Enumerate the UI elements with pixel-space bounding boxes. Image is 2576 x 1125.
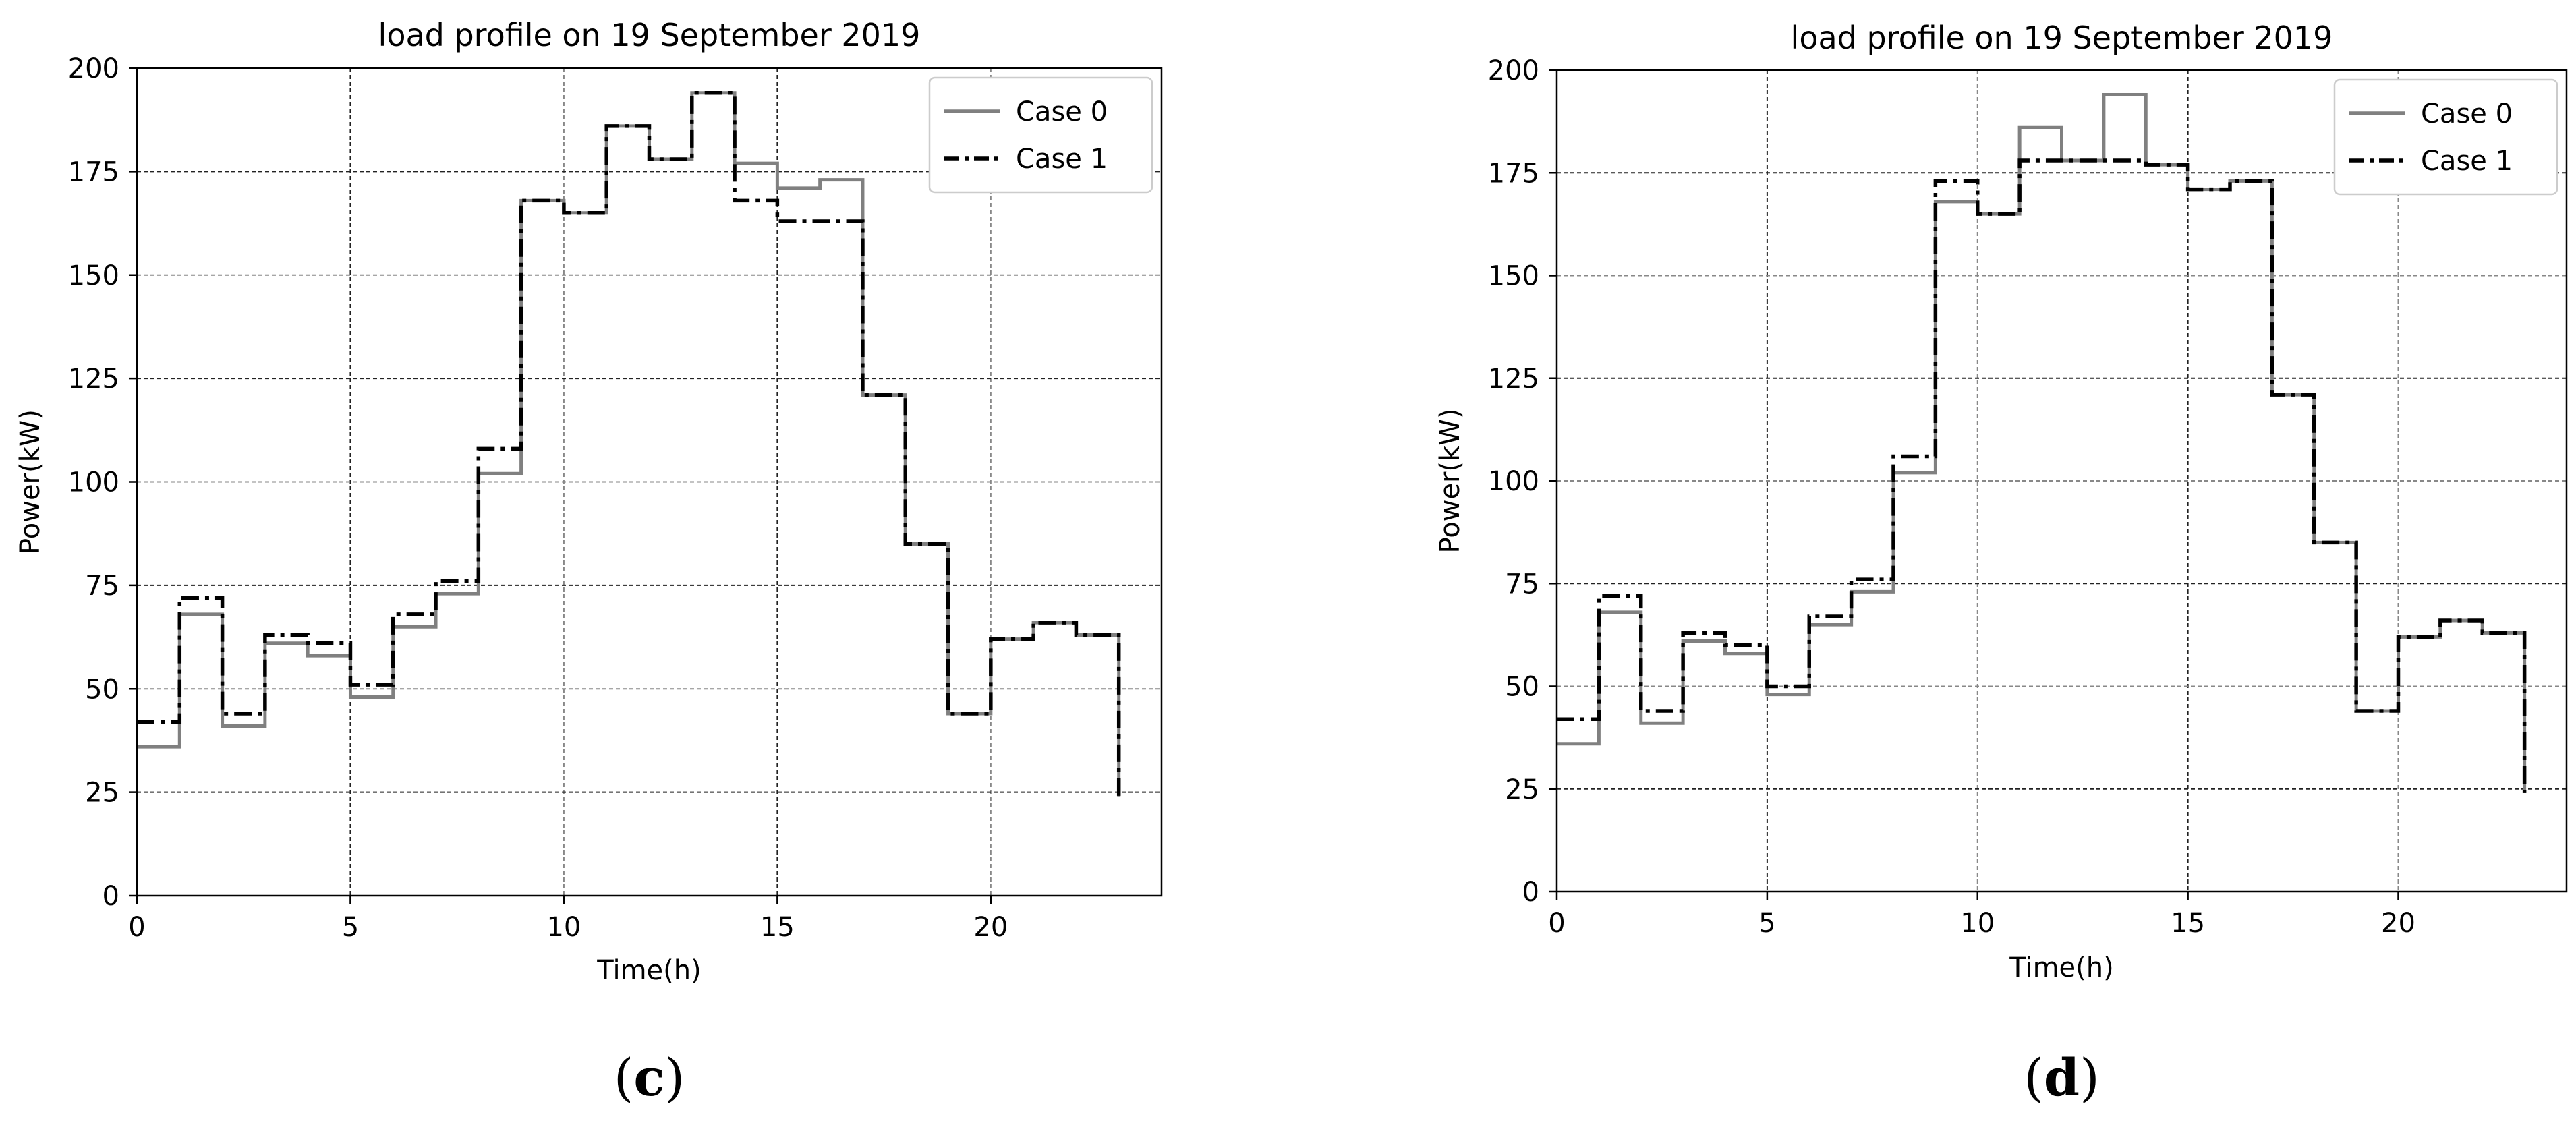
y-tick-label: 175	[1488, 158, 1539, 189]
x-tick-label: 0	[1548, 908, 1565, 939]
y-tick-label: 100	[1488, 466, 1539, 497]
caption-open: (	[614, 1047, 634, 1107]
series-line-case-0	[137, 91, 1121, 797]
panel-caption: (c)	[614, 1047, 685, 1107]
y-tick-label: 0	[103, 881, 119, 912]
y-tick-label: 200	[1488, 55, 1539, 86]
x-tick-label: 5	[1758, 908, 1775, 939]
legend-label: Case 0	[2421, 98, 2513, 129]
x-axis-label: Time(h)	[2009, 952, 2113, 983]
y-tick-label: 25	[1505, 774, 1539, 805]
x-tick-label: 15	[2171, 908, 2205, 939]
caption-open: (	[2024, 1047, 2044, 1107]
y-axis-label: Power(kW)	[15, 409, 46, 554]
y-tick-label: 150	[1488, 261, 1539, 292]
y-tick-label: 0	[1522, 877, 1539, 908]
x-axis-label: Time(h)	[596, 955, 701, 986]
y-tick-label: 150	[68, 260, 119, 291]
legend-label: Case 1	[2421, 146, 2513, 177]
y-tick-label: 25	[85, 778, 119, 809]
caption-letter: c	[633, 1047, 664, 1107]
panel-caption: (d)	[2024, 1047, 2099, 1107]
legend-box	[2333, 78, 2558, 196]
chart-title: load profile on 19 September 2019	[378, 17, 921, 53]
series-line-case-1	[1557, 158, 2527, 793]
legend-label: Case 1	[1016, 144, 1108, 175]
x-tick-label: 10	[546, 912, 581, 943]
y-tick-label: 175	[68, 156, 119, 188]
x-tick-label: 20	[973, 912, 1008, 943]
y-tick-label: 100	[68, 467, 119, 498]
caption-letter: d	[2044, 1047, 2080, 1107]
legend-box	[928, 76, 1153, 194]
y-tick-label: 125	[1488, 364, 1539, 395]
y-tick-label: 75	[1505, 569, 1539, 600]
x-tick-label: 15	[760, 912, 795, 943]
y-tick-label: 50	[85, 674, 119, 705]
y-axis-label: Power(kW)	[1435, 409, 1466, 554]
x-tick-label: 10	[1960, 908, 1995, 939]
legend: Case 0 Case 1	[928, 76, 1153, 194]
series-line-case-1	[137, 91, 1121, 797]
y-tick-label: 50	[1505, 672, 1539, 703]
series-line-case-0	[1557, 93, 2527, 793]
y-tick-label: 125	[68, 364, 119, 395]
caption-close: )	[2080, 1047, 2100, 1107]
legend: Case 0 Case 1	[2333, 78, 2558, 196]
x-tick-label: 5	[342, 912, 359, 943]
chart-title: load profile on 19 September 2019	[1791, 20, 2333, 56]
legend-label: Case 0	[1016, 96, 1108, 127]
x-tick-label: 0	[128, 912, 145, 943]
y-tick-label: 75	[85, 571, 119, 602]
y-tick-label: 200	[68, 53, 119, 84]
x-tick-label: 20	[2381, 908, 2415, 939]
caption-close: )	[665, 1047, 685, 1107]
